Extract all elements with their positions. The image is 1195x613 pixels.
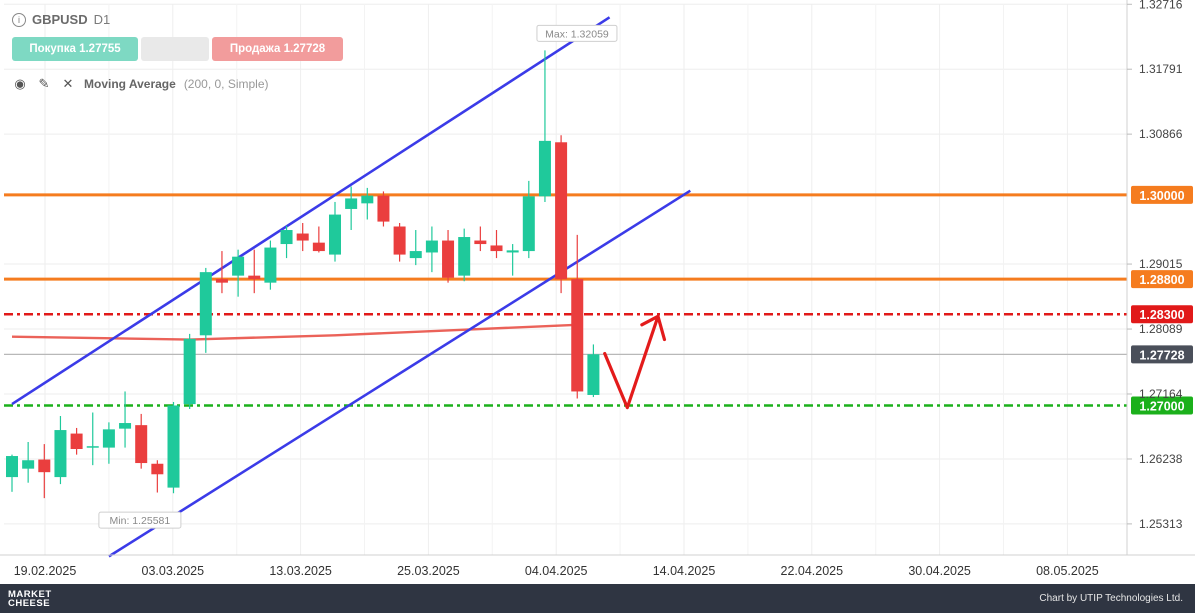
time-tick-label: 08.05.2025	[1036, 564, 1099, 578]
level-label-box	[1131, 396, 1193, 415]
level-label-box	[1131, 270, 1193, 289]
candle-body	[280, 230, 293, 245]
candle-body	[571, 279, 584, 392]
indicator-name: Moving Average	[84, 77, 176, 91]
candles	[6, 50, 600, 499]
candle-body	[587, 354, 600, 395]
forecast-path	[603, 314, 667, 410]
price-axis: 1.32716 1.31791 1.30866 1.29015 1.28089 1.271…	[1126, 0, 1183, 555]
chart-title: i GBPUSD D1	[12, 12, 110, 27]
candle-body	[377, 195, 390, 222]
buy-button[interactable]: Покупка 1.27755	[12, 37, 138, 61]
time-tick-label: 22.04.2025	[781, 564, 844, 578]
chart-credit: Chart by UTIP Technologies Ltd.	[1039, 593, 1183, 604]
price-tick-label: 1.27164	[1139, 387, 1183, 401]
candle-body	[86, 446, 99, 448]
price-tick-label: 1.29015	[1139, 257, 1183, 271]
level-label: 1.27000	[1139, 399, 1184, 413]
time-tick-label: 04.04.2025	[525, 564, 588, 578]
candle-body	[522, 196, 535, 252]
candle-body	[329, 214, 341, 255]
footer-bar: MARKET CHEESE Chart by UTIP Technologies…	[0, 584, 1195, 613]
candle-body	[215, 279, 228, 283]
level-label: 1.30000	[1139, 189, 1184, 203]
max-label: Max: 1.32059	[545, 28, 609, 40]
candle-body	[199, 272, 212, 336]
brand-line1: MARKET	[8, 589, 52, 600]
candle-body	[135, 425, 148, 464]
candle-body	[151, 463, 164, 475]
candle-body	[6, 456, 18, 478]
wrench-icon[interactable]: ✎	[38, 76, 50, 91]
time-tick-label: 30.04.2025	[908, 564, 971, 578]
candle-body	[54, 430, 67, 478]
min-label: Min: 1.25581	[110, 515, 171, 527]
candle-body	[361, 195, 374, 204]
level-label: 1.28300	[1139, 308, 1184, 322]
candle-body	[38, 459, 51, 473]
max-label-box	[536, 24, 618, 42]
forecast-arrow	[603, 314, 667, 410]
channel-line	[11, 16, 611, 406]
time-axis: 19.02.2025 03.03.2025 13.03.2025 25.03.2025…	[0, 554, 1195, 578]
time-tick-label: 13.03.2025	[269, 564, 332, 578]
current-price-label: 1.27728	[1139, 348, 1184, 362]
annotations: Max: 1.32059 Min: 1.25581	[98, 24, 618, 529]
candle-body	[183, 338, 196, 405]
close-icon[interactable]: ✕	[62, 76, 74, 91]
candle-body	[102, 429, 115, 448]
price-tick-label: 1.25313	[1139, 517, 1183, 531]
channel-line	[108, 189, 691, 558]
candle-body	[490, 245, 503, 252]
candle-body	[167, 405, 180, 488]
trend-channel	[11, 16, 691, 558]
candle-body	[409, 251, 422, 259]
level-label-box	[1131, 305, 1193, 324]
moving-average-line	[11, 323, 578, 341]
level-label-box	[1131, 185, 1193, 204]
time-tick-label: 14.04.2025	[653, 564, 716, 578]
time-tick-label: 19.02.2025	[14, 564, 77, 578]
symbol-label: GBPUSD	[32, 12, 88, 27]
candle-body	[345, 198, 358, 209]
candle-body	[22, 460, 35, 469]
candle-body	[474, 240, 487, 245]
spread-box	[141, 37, 209, 61]
current-price-box	[1131, 345, 1193, 364]
info-icon[interactable]: i	[12, 12, 26, 27]
time-tick-label: 25.03.2025	[397, 564, 460, 578]
price-tick-label: 1.26238	[1139, 452, 1183, 466]
brand-line2: CHEESE	[8, 598, 51, 609]
indicator-params: (200, 0, Simple)	[183, 77, 269, 91]
price-chart[interactable]: 1.30000 1.28800 1.28300 1.27000 1.27728 Max:…	[0, 0, 1195, 584]
price-tick-label: 1.32716	[1139, 0, 1183, 11]
candle-body	[442, 240, 455, 278]
candle-body	[506, 250, 519, 253]
price-tick-label: 1.31791	[1139, 62, 1183, 76]
candle-body	[458, 237, 471, 276]
time-tick-label: 03.03.2025	[142, 564, 205, 578]
candle-body	[393, 226, 406, 255]
horizontal-levels: 1.30000 1.28800 1.28300 1.27000 1.27728	[4, 185, 1193, 415]
candle-body	[264, 247, 277, 283]
moving-average	[11, 323, 578, 341]
candle-body	[312, 242, 325, 252]
eye-icon[interactable]: ◉	[14, 76, 26, 91]
brand-logo[interactable]: MARKET CHEESE	[8, 589, 52, 609]
candle-body	[232, 256, 245, 276]
candle-body	[248, 275, 261, 280]
timeframe-label: D1	[93, 12, 111, 27]
candle-body	[555, 142, 568, 280]
price-tick-label: 1.28089	[1139, 322, 1183, 336]
candle-body	[296, 233, 309, 241]
candle-body	[425, 240, 438, 253]
min-label-box	[98, 511, 182, 529]
sell-button[interactable]: Продажа 1.27728	[212, 37, 343, 61]
candle-body	[119, 423, 132, 429]
indicator-row: ◉ ✎ ✕ Moving Average (200, 0, Simple)	[12, 76, 269, 92]
price-tick-label: 1.30866	[1139, 127, 1183, 141]
candle-body	[70, 433, 83, 450]
level-label: 1.28800	[1139, 273, 1184, 287]
candle-body	[538, 140, 551, 197]
